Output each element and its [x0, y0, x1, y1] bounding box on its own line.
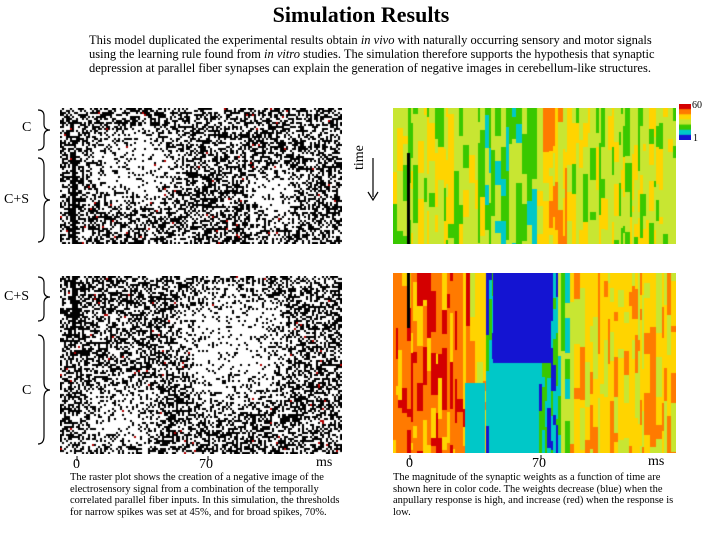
brace-top-c [37, 109, 51, 151]
intro-emphasis-2: in vitro [263, 47, 300, 61]
time-arrowhead [367, 191, 379, 202]
label-bottom-cs: C+S [4, 289, 30, 304]
weights-heatmap-bottom [393, 273, 676, 453]
intro-text-3: studies. The simulation therefore suppor… [89, 47, 655, 75]
colorbar-max-label: 60 [692, 100, 702, 111]
colorbar-canvas [679, 104, 691, 140]
intro-text-1: This model duplicated the experimental r… [89, 33, 361, 47]
brace-top-cs [37, 157, 51, 243]
intro-emphasis-1: in vivo [360, 33, 395, 47]
brace-bottom-c [37, 334, 51, 445]
weights-heatmap-top [393, 108, 676, 244]
caption-raster: The raster plot shows the creation of a … [70, 472, 340, 518]
right-tick-70: 70 [532, 456, 546, 471]
heatmap-canvas-top [393, 108, 676, 244]
brace-bottom-cs [37, 276, 51, 322]
raster-canvas-bottom [60, 276, 342, 454]
colorbar [679, 104, 691, 140]
label-top-c: C [22, 120, 32, 135]
raster-plot-top [60, 108, 342, 244]
intro-paragraph: This model duplicated the experimental r… [89, 33, 679, 75]
page-title: Simulation Results [272, 2, 450, 27]
left-tick-0: 0 [73, 457, 80, 472]
right-tick-0: 0 [406, 456, 413, 471]
caption-weights: The magnitude of the synaptic weights as… [393, 472, 674, 518]
heatmap-canvas-bottom [393, 273, 676, 453]
right-unit-ms: ms [648, 454, 665, 469]
raster-canvas-top [60, 108, 342, 244]
time-axis-label: time [352, 145, 367, 170]
raster-plot-bottom [60, 276, 342, 454]
label-top-cs: C+S [4, 192, 30, 207]
left-unit-ms: ms [316, 455, 333, 470]
intro-text-2: with naturally occurring sensory and mot… [89, 33, 652, 61]
label-bottom-c: C [22, 383, 32, 398]
left-tick-70: 70 [199, 457, 213, 472]
colorbar-min-label: 1 [693, 133, 698, 144]
